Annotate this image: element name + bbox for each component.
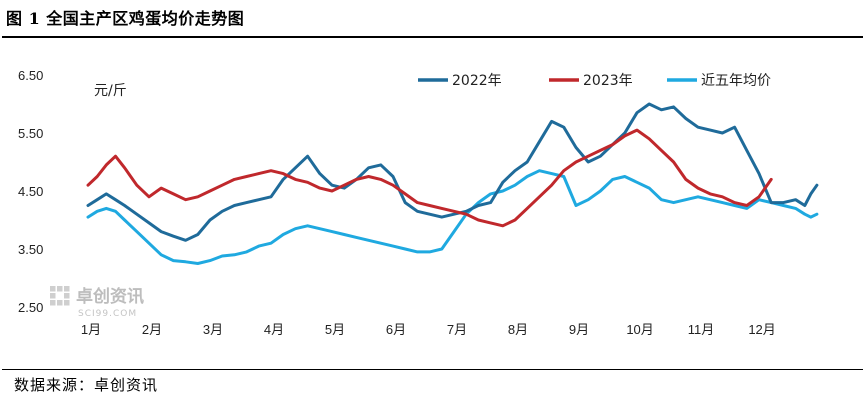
y-tick-label: 6.50 <box>18 68 43 83</box>
legend: 2022年 2023年 近五年均价 <box>418 73 771 89</box>
legend-label-0: 2022年 <box>452 73 502 89</box>
x-tick-label: 2月 <box>142 322 162 337</box>
top-rule <box>2 36 863 38</box>
watermark-logo: 卓创资讯 SCI99.COM <box>50 286 144 319</box>
watermark-square-7 <box>64 300 70 306</box>
watermark-square-5 <box>50 300 56 306</box>
x-axis-ticks: 1月 2月 3月 4月 5月 6月 7月 8月 9月 10月 11月 12月 <box>81 322 776 337</box>
series-line-0 <box>86 102 819 242</box>
x-tick-label: 7月 <box>447 322 467 337</box>
watermark-square-6 <box>57 300 63 306</box>
series-line-2 <box>86 169 819 265</box>
series-lines <box>86 102 819 265</box>
x-tick-label: 11月 <box>688 322 715 337</box>
x-tick-label: 8月 <box>508 322 528 337</box>
y-unit-label: 元/斤 <box>94 83 127 99</box>
y-tick-label: 2.50 <box>18 300 43 315</box>
y-tick-label: 5.50 <box>18 126 43 141</box>
x-tick-label: 10月 <box>626 322 653 337</box>
x-tick-label: 1月 <box>81 322 101 337</box>
x-tick-label: 9月 <box>569 322 589 337</box>
x-tick-label: 6月 <box>386 322 406 337</box>
data-source: 数据来源：卓创资讯 <box>14 376 159 394</box>
watermark-square-0 <box>50 286 56 292</box>
watermark-square-3 <box>50 293 56 299</box>
y-tick-label: 4.50 <box>18 184 43 199</box>
watermark-site: SCI99.COM <box>78 309 137 319</box>
watermark-square-2 <box>64 286 70 292</box>
watermark-square-4 <box>64 293 70 299</box>
legend-label-2: 近五年均价 <box>701 73 771 89</box>
y-tick-label: 3.50 <box>18 242 43 257</box>
x-tick-label: 12月 <box>748 322 775 337</box>
x-tick-label: 3月 <box>203 322 223 337</box>
bottom-rule <box>2 369 863 370</box>
x-tick-label: 5月 <box>325 322 345 337</box>
series-line-1 <box>86 128 773 228</box>
x-tick-label: 4月 <box>264 322 284 337</box>
legend-label-1: 2023年 <box>583 73 633 89</box>
chart-title: 图 1 全国主产区鸡蛋均价走势图 <box>6 9 245 28</box>
y-axis-ticks: 6.50 5.50 4.50 3.50 2.50 <box>18 68 43 315</box>
watermark-brand: 卓创资讯 <box>76 286 144 307</box>
watermark-square-1 <box>57 286 63 292</box>
